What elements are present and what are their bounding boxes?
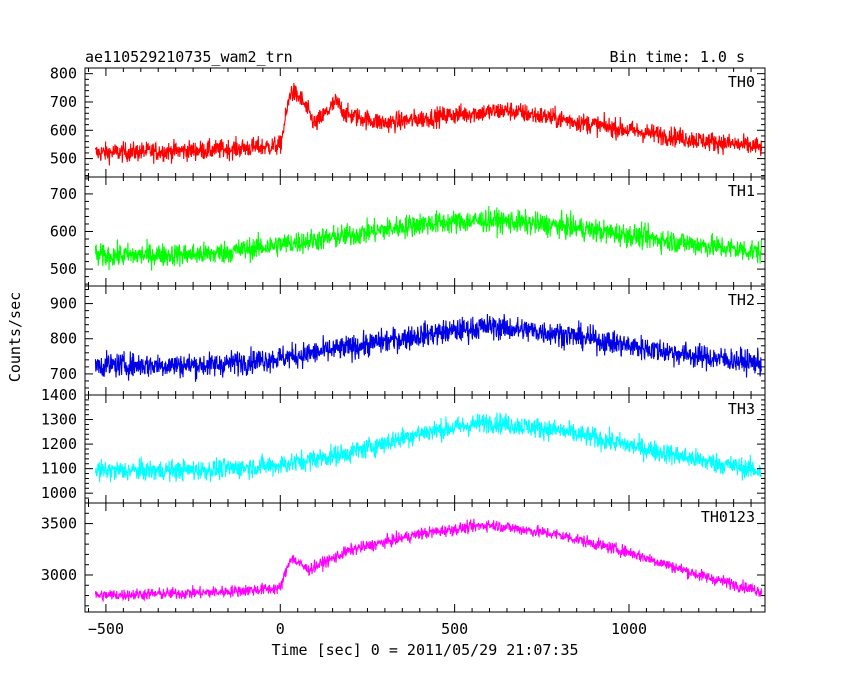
x-tick-label: −500 xyxy=(88,620,124,638)
series-line-th0 xyxy=(94,82,763,166)
x-tick-label: 500 xyxy=(441,620,468,638)
y-tick-label: 600 xyxy=(50,223,77,241)
x-tick-label: 1000 xyxy=(611,620,647,638)
series-line-th1 xyxy=(94,205,763,271)
series-line-th2 xyxy=(94,313,762,382)
y-tick-label: 900 xyxy=(50,295,77,313)
y-tick-label: 800 xyxy=(50,330,77,348)
y-tick-label: 700 xyxy=(50,185,77,203)
y-tick-label: 3500 xyxy=(41,515,77,533)
panel-th2: TH2 700 800 900 xyxy=(50,285,766,396)
y-tick-label: 1100 xyxy=(41,460,77,478)
series-line-th0123 xyxy=(94,518,763,602)
panel-th3: TH3 1000 1100 1200 1300 1400 xyxy=(41,386,766,504)
panels-layer: TH0500600700800TH1500600700TH2700800900T… xyxy=(41,65,766,638)
chart-title: ae110529210735_wam2_trn xyxy=(85,48,293,66)
x-tick-label: 0 xyxy=(276,620,285,638)
panel-th1: TH1 500 600 700 xyxy=(50,176,766,287)
panel-frame xyxy=(84,394,766,504)
y-tick-label: 500 xyxy=(50,150,77,168)
panel-label-th1: TH1 xyxy=(728,182,755,200)
y-tick-label: 3000 xyxy=(41,566,77,584)
y-tick-label: 600 xyxy=(50,121,77,139)
y-tick-label: 700 xyxy=(50,365,77,383)
series-line-th3 xyxy=(94,412,763,483)
y-tick-label: 800 xyxy=(50,65,77,83)
panel-label-th2: TH2 xyxy=(728,291,755,309)
x-axis-label: Time [sec] 0 = 2011/05/29 21:07:35 xyxy=(271,641,578,659)
y-tick-label: 1400 xyxy=(41,386,77,404)
panel-frame xyxy=(84,502,766,613)
y-tick-label: 700 xyxy=(50,93,77,111)
y-tick-label: 1300 xyxy=(41,411,77,429)
panel-label-th0123: TH0123 xyxy=(701,508,755,526)
y-tick-label: 1000 xyxy=(41,484,77,502)
y-tick-label: 1200 xyxy=(41,435,77,453)
panel-th0123: TH0123 3000 3500 −500 0 500 1000 xyxy=(41,502,766,638)
y-tick-label: 500 xyxy=(50,260,77,278)
bin-time-label: Bin time: 1.0 s xyxy=(610,48,745,66)
panel-label-th0: TH0 xyxy=(728,73,755,91)
panel-th0: TH0 500 600 700 800 xyxy=(50,65,766,178)
y-axis-label: Counts/sec xyxy=(6,292,24,382)
panel-label-th3: TH3 xyxy=(728,400,755,418)
